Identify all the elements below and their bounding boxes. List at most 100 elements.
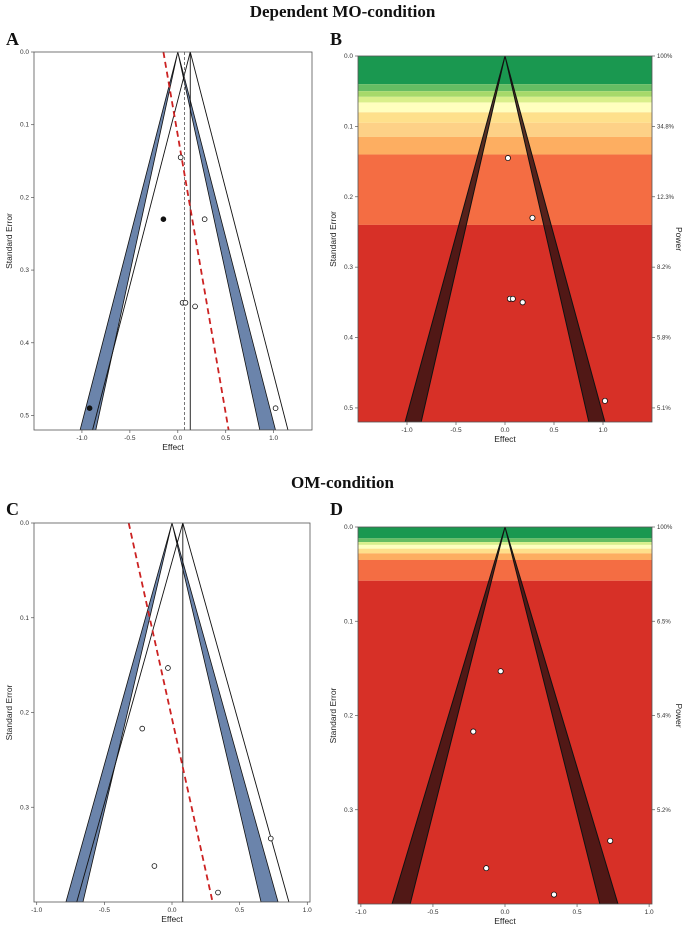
x-tick-label: -1.0 xyxy=(76,435,88,442)
data-point xyxy=(509,295,516,302)
plot-area-c xyxy=(34,523,310,902)
data-point xyxy=(165,665,171,671)
plot-background xyxy=(34,52,312,430)
funnel-band-right xyxy=(504,527,619,904)
y-tick-label: 0.3 xyxy=(344,264,353,271)
y-tick-label: 0.2 xyxy=(20,194,29,201)
x-tick-label: 0.0 xyxy=(500,909,509,916)
y-tick-label: 0.2 xyxy=(344,713,353,720)
data-point xyxy=(551,891,558,898)
y-tick-label: 0.1 xyxy=(20,615,29,622)
power-tick-label: 5.4% xyxy=(657,714,671,720)
power-band xyxy=(358,544,652,549)
data-point xyxy=(483,865,490,872)
y-tick-label: 0.4 xyxy=(344,335,353,342)
egger-regression-line xyxy=(127,523,214,902)
x-tick-label: 0.0 xyxy=(500,427,509,434)
plot-area-b xyxy=(358,56,652,422)
power-band xyxy=(358,542,652,545)
power-axis-label: Power xyxy=(674,227,684,251)
funnel-band-left xyxy=(65,523,173,902)
y-axis-label: Standard Error xyxy=(4,684,14,740)
adjusted-funnel-right xyxy=(189,52,289,430)
data-point xyxy=(470,728,477,735)
data-point xyxy=(497,668,504,675)
panel-label-b: B xyxy=(330,29,343,49)
data-point xyxy=(160,216,167,222)
power-band xyxy=(358,136,652,155)
x-tick-label: -1.0 xyxy=(355,909,367,916)
power-tick-label: 5.8% xyxy=(657,336,671,342)
data-point xyxy=(601,397,608,404)
data-point xyxy=(272,405,279,411)
power-tick-label: 5.1% xyxy=(657,406,671,412)
x-tick-label: -0.5 xyxy=(427,909,439,916)
data-point xyxy=(267,835,274,842)
x-tick-label: -1.0 xyxy=(401,427,413,434)
panel-label-c: C xyxy=(6,499,19,519)
y-axis-label: Standard Error xyxy=(4,213,14,269)
panel-label-d: D xyxy=(330,499,343,519)
x-tick-label: 1.0 xyxy=(269,435,278,442)
y-tick-label: 0.1 xyxy=(20,122,29,129)
x-tick-label: 0.5 xyxy=(549,427,558,434)
x-tick-label: 0.5 xyxy=(221,435,230,442)
x-tick-label: -0.5 xyxy=(450,427,462,434)
power-band xyxy=(358,224,652,422)
power-tick-label: 34.8% xyxy=(657,124,675,130)
plot-area-a xyxy=(34,52,312,430)
plot-area-d xyxy=(358,527,652,904)
data-point xyxy=(607,837,614,844)
power-tick-label: 8.2% xyxy=(657,265,671,271)
y-tick-label: 0.0 xyxy=(344,53,353,60)
x-tick-label: 1.0 xyxy=(598,427,607,434)
x-tick-label: 0.0 xyxy=(167,907,176,914)
funnel-band-right xyxy=(504,56,606,422)
y-tick-label: 0.5 xyxy=(344,405,353,412)
data-point xyxy=(192,303,198,310)
funnel-band-right xyxy=(171,523,279,902)
panel-a: -1.0 -0.5 0.0 0.5 1.0 0.0 0.1 0.2 0.3 0.4 0.5 Effec… xyxy=(4,49,313,452)
egger-regression-line xyxy=(162,52,230,430)
data-point xyxy=(504,155,511,162)
x-axis-label: Effect xyxy=(161,914,183,924)
data-point xyxy=(177,154,184,161)
power-axis-label: Power xyxy=(674,703,684,727)
x-tick-label: 0.5 xyxy=(235,907,244,914)
data-point xyxy=(215,889,221,896)
y-tick-label: 0.5 xyxy=(20,412,29,419)
power-band xyxy=(358,553,652,560)
power-band xyxy=(358,91,652,97)
power-band xyxy=(358,154,652,225)
x-tick-label: -0.5 xyxy=(124,435,136,442)
power-band xyxy=(358,538,652,543)
panel-b: -1.0 -0.5 0.0 0.5 1.0 0.0 0.1 0.2 0.3 0.4 0.5 Effec… xyxy=(328,53,684,444)
power-band xyxy=(358,102,652,113)
y-tick-label: 0.4 xyxy=(20,340,29,347)
section-title-bottom: OM-condition xyxy=(291,473,394,492)
power-tick-label: 100% xyxy=(657,525,673,531)
power-band xyxy=(358,84,652,92)
x-tick-label: 0.0 xyxy=(173,435,182,442)
x-axis-label: Effect xyxy=(494,916,516,926)
plot-frame xyxy=(33,51,313,431)
x-axis-label: Effect xyxy=(162,442,184,452)
panel-d: -1.0 -0.5 0.0 0.5 1.0 0.0 0.1 0.2 0.3 Effect Stand… xyxy=(328,524,684,926)
y-tick-label: 0.1 xyxy=(344,123,353,130)
x-tick-label: -1.0 xyxy=(31,907,43,914)
funnel-band-left xyxy=(391,527,506,904)
funnel-band-right xyxy=(177,52,276,430)
y-axis-label: Standard Error xyxy=(328,687,338,743)
y-tick-label: 0.3 xyxy=(344,807,353,814)
power-tick-label: 6.5% xyxy=(657,619,671,625)
panel-c: -1.0 -0.5 0.0 0.5 1.0 0.0 0.1 0.2 0.3 Effect Stand… xyxy=(4,520,312,924)
data-point xyxy=(201,216,208,222)
power-tick-label: 12.3% xyxy=(657,195,675,201)
power-band xyxy=(358,96,652,103)
x-tick-label: -0.5 xyxy=(99,907,111,914)
power-band xyxy=(358,527,652,539)
power-band xyxy=(358,112,652,123)
y-tick-label: 0.1 xyxy=(344,618,353,625)
x-tick-label: 1.0 xyxy=(303,907,312,914)
